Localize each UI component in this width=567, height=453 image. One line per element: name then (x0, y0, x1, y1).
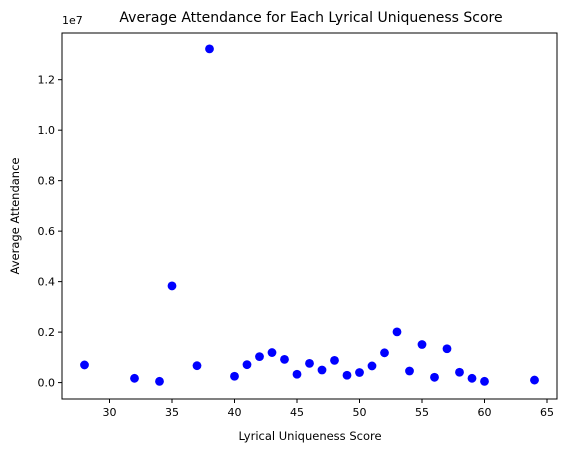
x-axis-label: Lyrical Uniqueness Score (238, 429, 381, 443)
x-tick-label: 30 (103, 406, 117, 419)
x-tick-label: 50 (353, 406, 367, 419)
chart-title: Average Attendance for Each Lyrical Uniq… (119, 10, 502, 26)
y-tick-label: 0.4 (38, 276, 56, 289)
axis-ticks: 30 35 40 45 50 55 60 65 0.0 0.2 0.4 0.6 0.8 1.0 1.2 (38, 74, 555, 419)
x-tick-label: 35 (165, 406, 179, 419)
data-point (280, 354, 289, 364)
data-point (255, 352, 264, 361)
data-point (355, 368, 364, 377)
data-point (305, 359, 314, 368)
x-tick-label: 55 (415, 406, 429, 419)
x-tick-label: 60 (478, 406, 492, 419)
data-point (480, 376, 489, 386)
y-offset-label: 1e7 (62, 14, 83, 27)
data-point (317, 365, 327, 375)
data-point (242, 360, 252, 370)
data-point (330, 355, 339, 365)
data-point (230, 371, 239, 381)
y-axis-label: Average Attendance (8, 158, 22, 275)
data-point (417, 340, 427, 349)
data-point (430, 372, 439, 382)
data-point (80, 360, 89, 370)
data-point (467, 373, 477, 383)
data-point (442, 344, 452, 354)
y-tick-label: 0.0 (38, 377, 56, 390)
data-point (392, 327, 402, 337)
data-point (455, 367, 464, 377)
x-tick-label: 45 (290, 406, 304, 419)
x-tick-label: 65 (540, 406, 554, 419)
data-point (155, 376, 164, 386)
data-point (205, 44, 214, 54)
data-point (130, 373, 139, 383)
plot-frame (61, 32, 558, 400)
data-point (530, 375, 539, 385)
data-point (405, 366, 414, 376)
data-point (342, 370, 352, 380)
data-point (367, 361, 377, 371)
y-tick-label: 0.6 (38, 225, 56, 238)
data-points (80, 44, 539, 386)
y-tick-label: 1.2 (38, 74, 56, 87)
data-point (167, 281, 177, 291)
data-point (192, 361, 202, 371)
data-point (267, 348, 277, 357)
data-point (380, 348, 389, 358)
y-tick-label: 0.2 (38, 326, 56, 339)
y-tick-label: 1.0 (38, 124, 56, 137)
y-tick-label: 0.8 (38, 175, 56, 188)
x-tick-label: 40 (228, 406, 242, 419)
data-point (292, 369, 302, 379)
